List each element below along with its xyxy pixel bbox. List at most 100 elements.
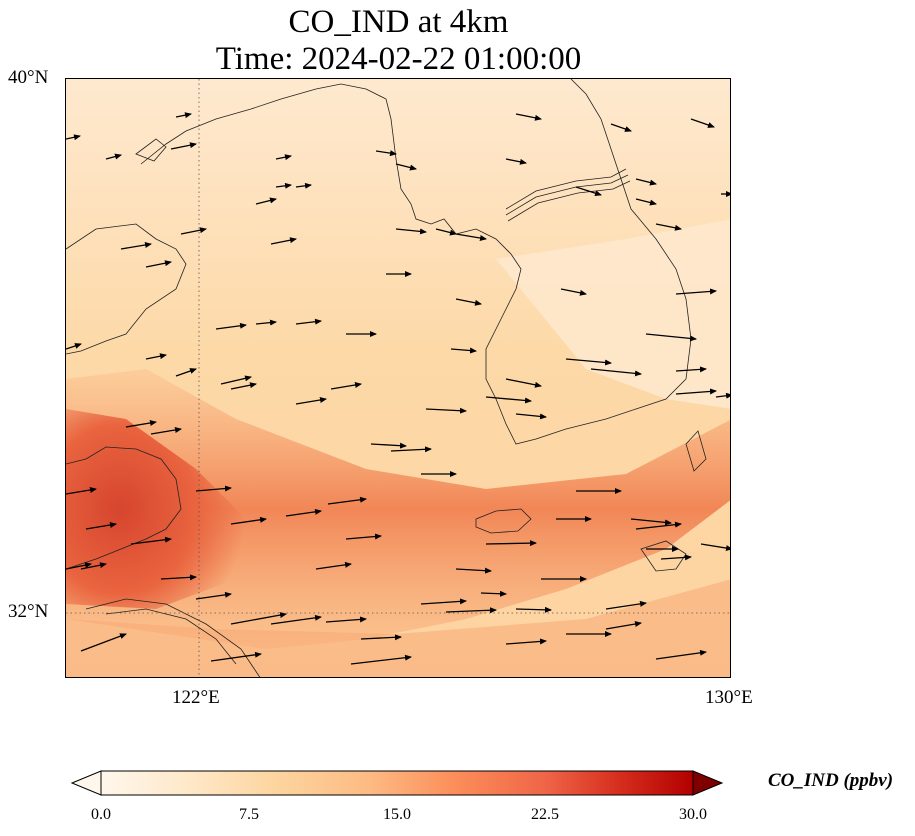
wind-arrow <box>160 574 197 581</box>
wind-arrow <box>325 616 367 623</box>
wind-arrow <box>515 413 547 420</box>
wind-arrow <box>645 333 697 342</box>
concentration-hotspot <box>66 409 246 609</box>
wind-arrow <box>230 612 287 625</box>
wind-arrow <box>125 420 157 428</box>
wind-arrow <box>230 382 257 390</box>
wind-arrow <box>66 562 92 570</box>
wind-arrow <box>195 591 232 600</box>
wind-arrow <box>635 521 682 530</box>
wind-arrow <box>655 649 707 660</box>
wind-arrow <box>327 496 367 505</box>
colorbar-min-extension <box>70 770 102 796</box>
wind-arrow <box>370 442 407 449</box>
wind-arrow <box>66 487 97 495</box>
wind-arrow <box>120 242 152 250</box>
wind-arrow <box>635 198 657 206</box>
map-title: CO_IND at 4km <box>288 4 509 40</box>
colorbar-tick: 22.5 <box>531 806 559 823</box>
gridlines <box>66 79 730 677</box>
wind-arrow <box>480 590 507 597</box>
wind-arrow <box>145 353 167 360</box>
wind-arrow <box>425 407 467 414</box>
wind-arrow <box>690 118 715 128</box>
colorbar-tick: 15.0 <box>383 806 411 823</box>
colorbar-tick: 0.0 <box>91 806 111 823</box>
wind-arrow <box>605 600 647 610</box>
wind-arrow <box>435 228 457 236</box>
wind-arrow <box>66 134 81 141</box>
lon-label-122e: 122°E <box>172 687 220 708</box>
coastlines <box>66 79 707 677</box>
light-patch-east <box>496 219 730 409</box>
wind-arrow <box>295 318 322 325</box>
wind-arrow <box>505 378 542 388</box>
wind-arrow <box>635 178 657 186</box>
wind-arrow <box>395 228 427 235</box>
wind-arrow <box>295 397 327 405</box>
wind-arrow <box>350 654 412 665</box>
wind-arrow <box>485 396 532 404</box>
wind-arrow <box>575 186 602 197</box>
wind-arrow <box>270 614 322 625</box>
wind-arrow <box>505 158 527 165</box>
concentration-lower-band <box>66 579 730 677</box>
wind-arrow <box>80 633 127 652</box>
wind-arrow <box>150 427 182 435</box>
colorbar <box>70 770 724 796</box>
wind-arrow <box>590 368 642 377</box>
wind-arrow <box>390 446 432 453</box>
wind-arrow <box>275 154 292 161</box>
wind-arrow <box>145 260 172 268</box>
wind-arrow <box>285 508 322 517</box>
wind-arrow <box>455 233 487 241</box>
wind-arrow <box>505 638 547 645</box>
wind-arrow <box>66 343 82 350</box>
wind-arrow <box>105 153 122 160</box>
wind-arrow <box>655 223 682 231</box>
wind-arrow <box>275 182 292 189</box>
wind-arrow <box>675 366 707 373</box>
wind-arrow <box>515 113 542 121</box>
wind-arrow <box>660 554 692 561</box>
wind-arrow <box>420 598 467 605</box>
wind-arrow <box>630 518 672 526</box>
wind-arrow <box>210 651 262 662</box>
wind-arrow <box>180 227 207 235</box>
wind-arrow <box>360 634 402 641</box>
wind-arrow <box>220 375 252 385</box>
lon-label-130e: 130°E <box>705 687 753 708</box>
wind-arrow <box>515 606 552 613</box>
wind-arrow <box>675 288 717 295</box>
map-panel <box>65 78 731 678</box>
wind-arrow <box>130 536 172 545</box>
wind-arrow <box>715 392 730 399</box>
wind-arrow <box>675 388 717 395</box>
wind-arrow <box>85 522 117 530</box>
wind-arrow <box>485 540 537 547</box>
colorbar-max-extension <box>692 770 724 796</box>
wind-arrow <box>295 182 312 189</box>
wind-arrow <box>80 562 107 570</box>
wind-arrow <box>560 288 587 296</box>
wind-arrow <box>170 142 197 150</box>
colorbar-tick: 7.5 <box>239 806 259 823</box>
wind-arrow <box>330 382 362 390</box>
wind-arrow <box>455 567 492 574</box>
wind-arrow <box>270 237 297 245</box>
colorbar-tick: 30.0 <box>679 806 707 823</box>
wind-arrow <box>395 163 417 171</box>
colorbar-label: CO_IND (ppbv) <box>768 770 894 791</box>
map-time: Time: 2024-02-22 01:00:00 <box>215 41 582 77</box>
lat-label-40n: 40°N <box>8 67 49 88</box>
wind-arrow <box>230 516 267 525</box>
wind-arrow <box>445 607 497 614</box>
wind-arrow <box>700 543 730 552</box>
wind-arrow <box>375 150 397 157</box>
wind-arrow <box>610 123 632 132</box>
wind-arrow <box>215 322 247 330</box>
wind-arrow <box>195 485 232 492</box>
wind-arrow <box>255 197 277 205</box>
map-canvas <box>66 79 730 677</box>
wind-arrow <box>255 319 277 326</box>
